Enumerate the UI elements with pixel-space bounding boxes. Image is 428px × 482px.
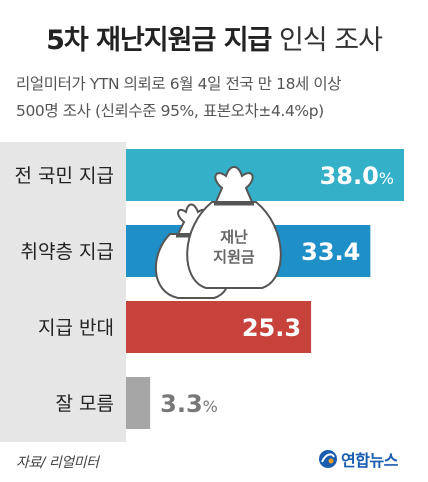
title-light: 인식 조사 [278, 25, 383, 56]
data-label: 33.4 [301, 238, 360, 266]
illustration-label-line2: 지원금 [213, 248, 255, 266]
title-bold: 5차 재난지원금 지급 [46, 25, 272, 56]
data-label: 25.3 [242, 314, 301, 342]
category-band [0, 142, 126, 442]
money-bags-illustration: 재난 지원금 [155, 166, 282, 299]
bar [126, 149, 404, 201]
money-bag-right-icon: 재난 지원금 [186, 166, 282, 289]
illustration-label-line1: 재난 [220, 228, 248, 246]
subtitle-line-2: 500명 조사 (신뢰수준 95%, 표본오차±4.4%p) [16, 102, 324, 120]
data-label: 38.0% [320, 162, 394, 190]
source-credit: 자료/ 리얼미터 [16, 455, 99, 471]
category-label: 전 국민 지급 [15, 165, 114, 187]
yonhap-logo: 연합뉴스 [318, 446, 398, 472]
logo-text: 연합뉴스 [341, 451, 398, 470]
bar [126, 301, 312, 353]
subtitle-line-1: 리얼미터가 YTN 의뢰로 6월 4일 전국 만 18세 이상 [16, 75, 342, 93]
data-label: 3.3% [160, 390, 218, 418]
page-title: 5차 재난지원금 지급 인식 조사 [0, 18, 428, 57]
category-label: 잘 모름 [56, 393, 114, 415]
bar-chart: 전 국민 지급 38.0%취약층 지급 33.4지급 반대 25.3잘 모름 3.3% … [0, 142, 404, 442]
globe-icon [319, 450, 337, 468]
bar [126, 377, 151, 429]
category-label: 지급 반대 [38, 317, 114, 339]
category-label: 취약층 지급 [21, 241, 114, 263]
